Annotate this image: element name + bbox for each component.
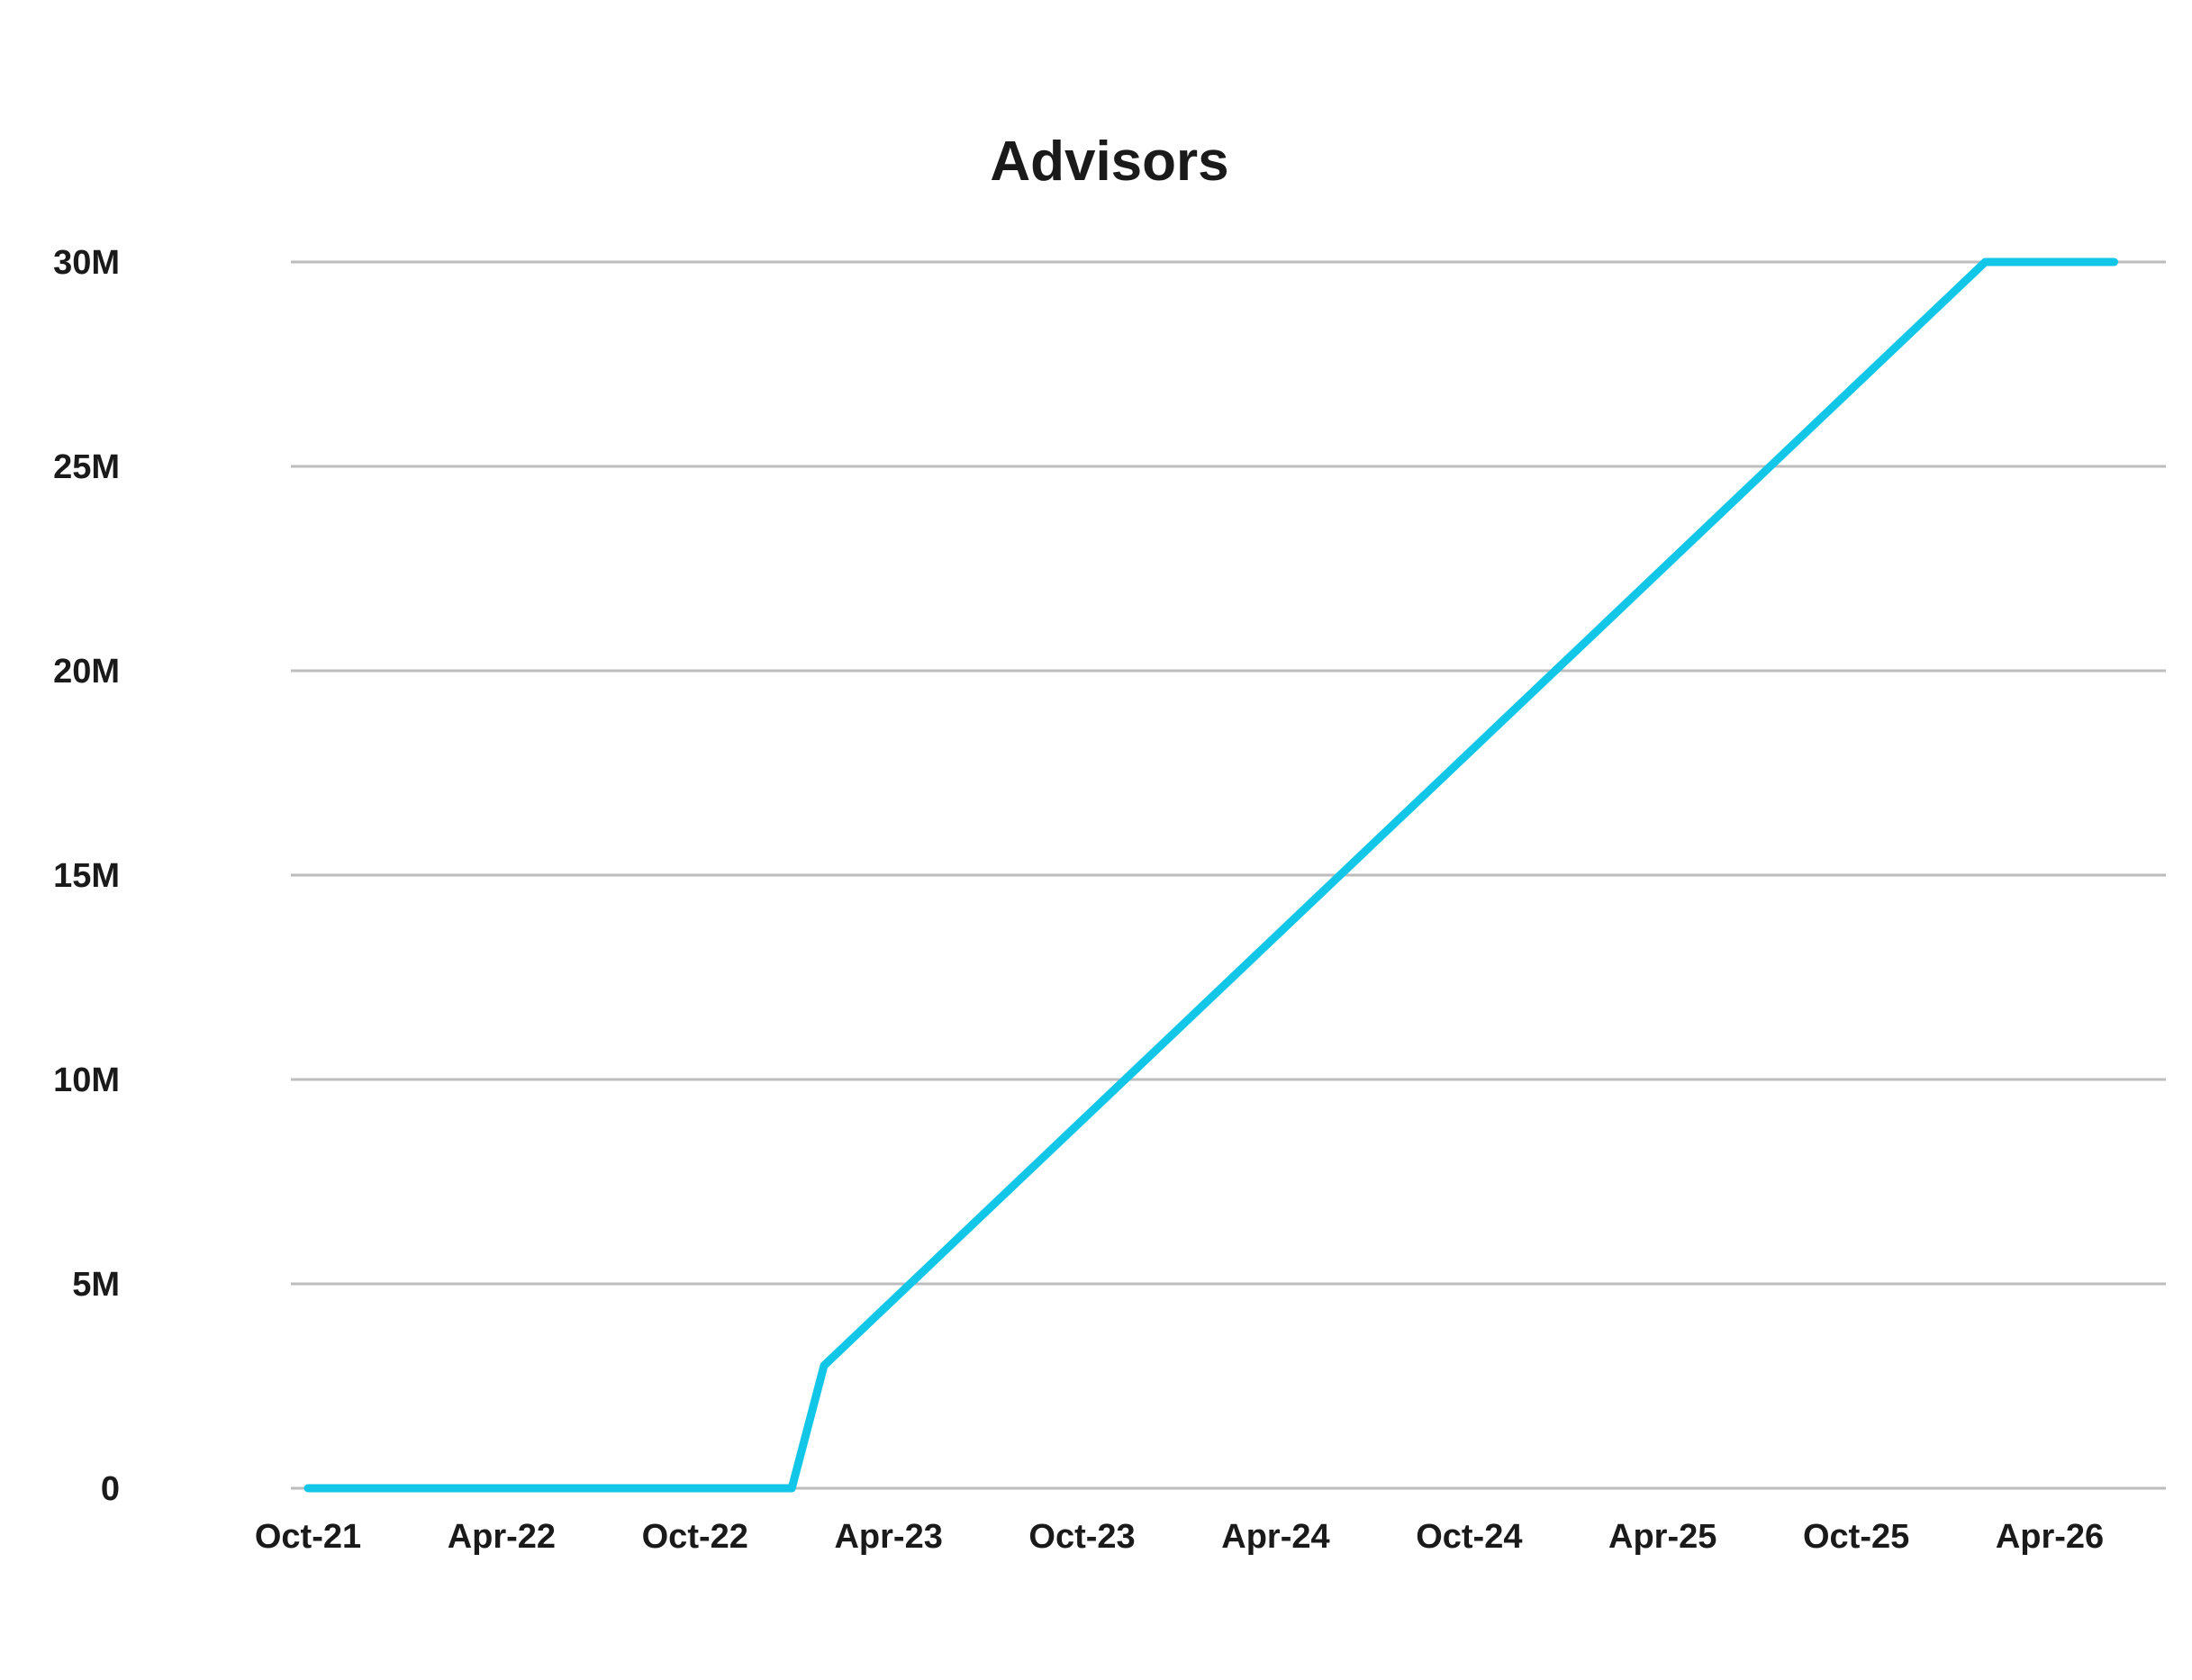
x-tick-label: Oct-23 <box>1028 1518 1135 1556</box>
y-tick-label: 10M <box>53 1061 120 1099</box>
y-tick-label: 20M <box>53 653 120 691</box>
x-tick-label: Oct-24 <box>1416 1518 1522 1556</box>
x-axis-tick-labels: Oct-21 Apr-22 Oct-22 Apr-23 Oct-23 Apr-24 Oct-… <box>255 1518 2104 1556</box>
x-tick-label: Apr-24 <box>1221 1518 1329 1556</box>
x-tick-label: Apr-25 <box>1608 1518 1716 1556</box>
series-group <box>303 257 2119 1493</box>
x-tick-label: Apr-26 <box>1996 1518 2104 1556</box>
y-tick-label: 15M <box>53 857 120 895</box>
gridlines <box>291 260 2166 1490</box>
x-tick-label: Apr-23 <box>834 1518 942 1556</box>
y-tick-label: 25M <box>53 448 120 486</box>
x-tick-label: Oct-22 <box>642 1518 748 1556</box>
x-tick-label: Apr-22 <box>448 1518 556 1556</box>
x-tick-label: Oct-25 <box>1803 1518 1909 1556</box>
y-tick-label: 5M <box>72 1266 120 1304</box>
chart-title: Advisors <box>990 131 1228 193</box>
series-line <box>303 257 2119 1493</box>
y-tick-label: 0 <box>101 1470 120 1508</box>
y-axis-tick-labels: 0 5M 10M 15M 20M 25M 30M <box>53 244 120 1508</box>
x-tick-label: Oct-21 <box>255 1518 361 1556</box>
y-tick-label: 30M <box>53 244 120 282</box>
